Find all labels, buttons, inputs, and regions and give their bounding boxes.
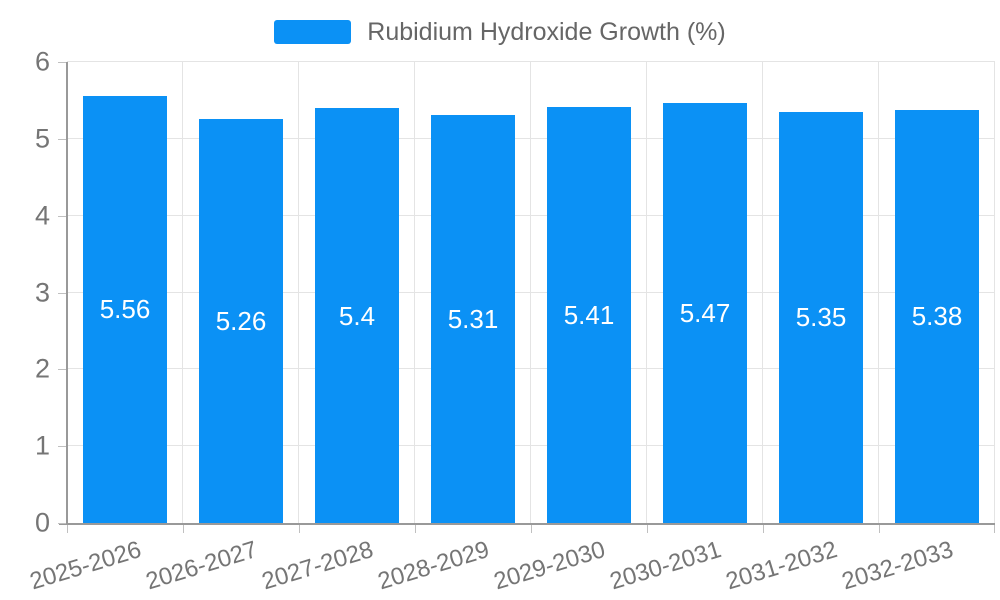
gridline-horizontal <box>67 214 995 216</box>
y-tick-label: 1 <box>34 430 50 461</box>
y-axis-tick <box>58 292 66 294</box>
x-axis-tick <box>763 525 764 533</box>
y-axis-tick <box>58 62 66 63</box>
bar-value-label: 5.35 <box>795 302 847 333</box>
gridline-vertical <box>530 62 531 523</box>
y-tick-label: 5 <box>34 123 50 154</box>
gridline-vertical <box>182 62 183 523</box>
gridline-horizontal <box>67 291 995 293</box>
y-tick-label: 2 <box>34 353 50 384</box>
y-tick-label: 0 <box>34 507 50 538</box>
x-axis-tick <box>299 525 300 533</box>
bar-value-label: 5.56 <box>99 294 151 325</box>
gridline-vertical <box>878 62 879 523</box>
bar[interactable]: 5.4 <box>315 108 399 523</box>
y-axis-tick <box>58 523 66 524</box>
x-axis-tick <box>183 525 184 533</box>
bar[interactable]: 5.26 <box>199 118 283 523</box>
y-tick-label: 4 <box>34 200 50 231</box>
bar-value-label: 5.41 <box>563 300 615 331</box>
y-tick-label: 6 <box>34 46 50 77</box>
legend-label: Rubidium Hydroxide Growth (%) <box>367 18 726 46</box>
bar[interactable]: 5.38 <box>895 109 979 523</box>
gridline-vertical <box>298 62 299 523</box>
y-axis-tick <box>58 215 66 217</box>
legend-color-swatch <box>274 20 352 44</box>
x-tick-label: 2025-2026 <box>26 536 145 596</box>
bar[interactable]: 5.31 <box>431 115 515 523</box>
bar-value-label: 5.26 <box>215 305 267 336</box>
bar[interactable]: 5.41 <box>547 107 631 523</box>
gridline-vertical <box>414 62 415 523</box>
bar[interactable]: 5.56 <box>83 95 167 523</box>
x-axis-tick <box>647 525 648 533</box>
gridline-horizontal <box>67 445 995 447</box>
gridline-vertical <box>994 62 995 523</box>
x-tick-label: 2029-2030 <box>490 536 609 596</box>
x-axis-line <box>59 523 995 525</box>
x-tick-label: 2028-2029 <box>374 536 493 596</box>
bar[interactable]: 5.47 <box>663 102 747 523</box>
x-tick-label: 2031-2032 <box>722 536 841 596</box>
gridline-vertical <box>762 62 763 523</box>
x-tick-label: 2032-2033 <box>838 536 957 596</box>
bar-value-label: 5.31 <box>447 304 499 334</box>
gridline-horizontal <box>67 368 995 370</box>
y-axis-tick <box>58 446 66 448</box>
gridline-horizontal <box>67 137 995 139</box>
bar-value-label: 5.47 <box>679 297 731 328</box>
x-tick-label: 2030-2031 <box>606 536 725 596</box>
y-axis-tick <box>58 138 66 140</box>
x-axis-tick <box>994 525 995 533</box>
x-axis-tick <box>67 525 68 533</box>
x-tick-label: 2027-2028 <box>258 536 377 596</box>
x-axis-tick <box>879 525 880 533</box>
bar-value-label: 5.38 <box>911 301 963 332</box>
bar-value-label: 5.4 <box>338 300 376 331</box>
y-tick-label: 3 <box>34 277 50 307</box>
bar[interactable]: 5.35 <box>779 111 863 523</box>
legend-item[interactable]: Rubidium Hydroxide Growth (%) <box>0 18 1000 46</box>
gridline-vertical <box>646 62 647 523</box>
x-axis-tick <box>531 525 532 533</box>
y-axis-line <box>66 62 68 523</box>
x-axis-tick <box>415 525 416 533</box>
gridline-horizontal <box>67 61 995 62</box>
y-axis-tick <box>58 369 66 371</box>
x-tick-label: 2026-2027 <box>142 536 261 596</box>
plot-area: 5.56 5.26 5.4 5.31 5.41 5.47 5.35 5.38 <box>67 61 995 523</box>
